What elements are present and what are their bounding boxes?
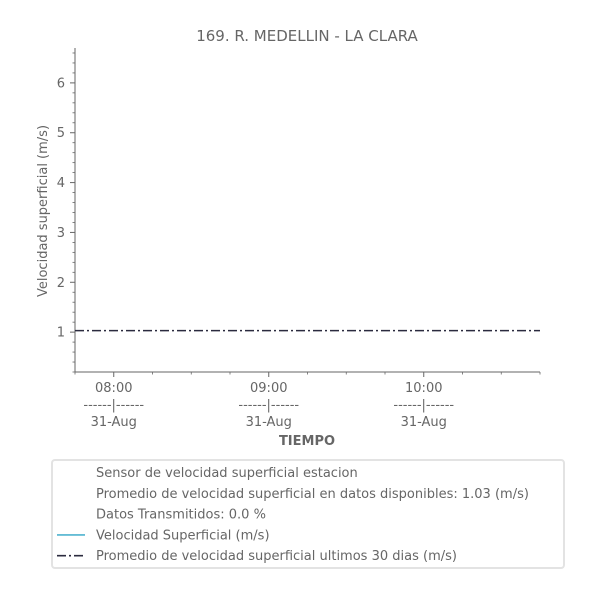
x-tick-label: 08:00 [95,381,132,396]
chart-title: 169. R. MEDELLIN - LA CLARA [196,27,418,45]
x-tick-label: 31-Aug [91,415,137,430]
y-tick-label: 3 [57,226,65,241]
x-tick-label: ------|------ [393,398,454,413]
x-tick-label: ------|------ [83,398,144,413]
legend-text-entry: Sensor de velocidad superficial estacion [96,466,358,481]
y-tick-label: 2 [57,276,65,291]
y-axis-label: Velocidad superficial (m/s) [36,125,51,297]
x-tick-label: 31-Aug [401,415,447,430]
legend-box [51,459,565,569]
axes: 1 2 3 4 5 6 08:00 ------|------ 31-Aug 09:00 -----… [57,48,541,430]
legend-series-label: Promedio de velocidad superficial ultimo… [96,549,457,564]
legend-series-label: Velocidad Superficial (m/s) [96,528,270,543]
legend-text-entry: Datos Transmitidos: 0.0 % [96,508,266,523]
y-tick-label: 5 [57,126,65,141]
x-tick-label: 31-Aug [246,415,292,430]
x-tick-label: 10:00 [405,381,442,396]
x-tick-label: ------|------ [238,398,299,413]
legend-text-entry: Promedio de velocidad superficial en dat… [96,487,529,502]
y-tick-label: 6 [57,76,65,91]
y-tick-label: 1 [57,326,65,341]
x-axis-label: TIEMPO [279,434,335,449]
x-tick-label: 09:00 [250,381,287,396]
legend: Sensor de velocidad superficial estacion… [51,459,565,569]
y-tick-label: 4 [57,176,65,191]
